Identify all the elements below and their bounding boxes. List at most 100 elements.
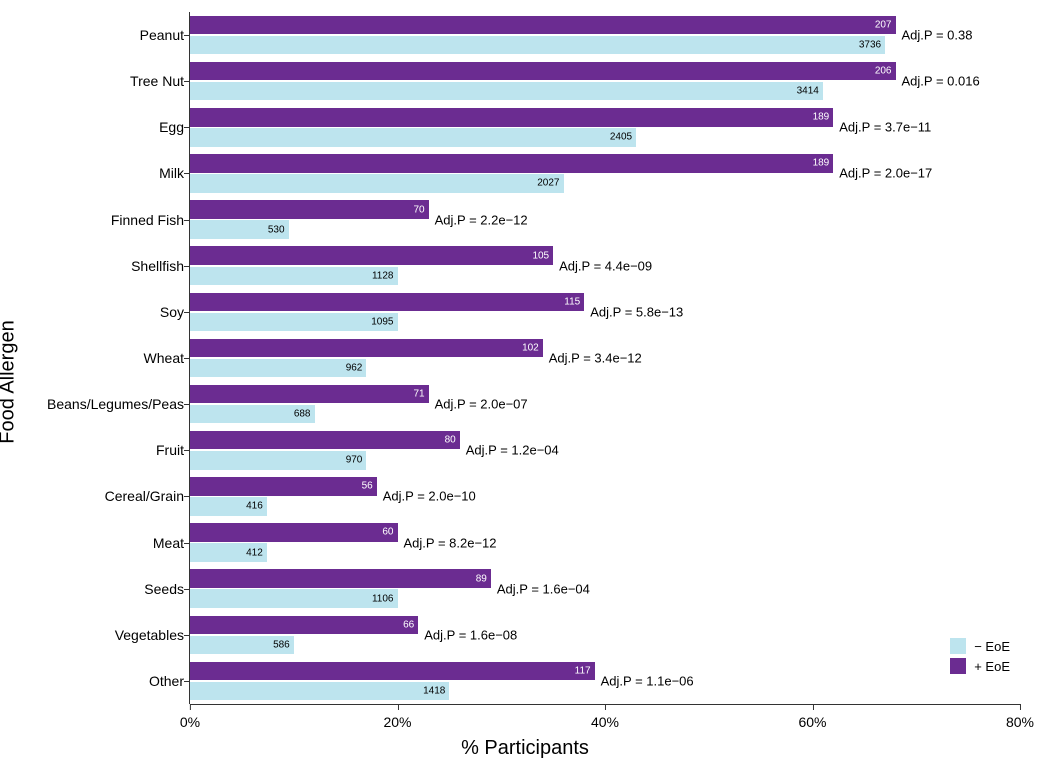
chart-container: Food Allergen % Participants Peanut207 37…: [0, 0, 1050, 764]
category-label: Fruit: [156, 442, 190, 458]
adjp-annotation: Adj.P = 3.7e−11: [839, 120, 931, 135]
legend-label: + EoE: [974, 659, 1010, 674]
bar-minus-eoe: 1106: [190, 589, 398, 607]
bar-pair: 56 416: [190, 476, 1020, 516]
category-label: Beans/Legumes/Peas: [47, 396, 190, 412]
category-label: Vegetables: [115, 627, 190, 643]
adjp-annotation: Adj.P = 0.016: [902, 74, 980, 89]
adjp-annotation: Adj.P = 4.4e−09: [559, 258, 652, 273]
category-label: Soy: [160, 304, 190, 320]
legend-label: − EoE: [974, 639, 1010, 654]
category-label: Other: [149, 673, 190, 689]
category-row: Vegetables66586Adj.P = 1.6e−08: [190, 612, 1020, 658]
bar-minus-eoe: 2405: [190, 128, 636, 146]
bar-plus-eoe: 66: [190, 616, 418, 634]
bar-pair: 66586: [190, 615, 1020, 655]
plot-area: Peanut2073736Adj.P = 0.38Tree Nut2063414…: [190, 12, 1020, 704]
bar-value-label: 2405: [610, 132, 632, 143]
category-row: Soy1151095Adj.P = 5.8e−13: [190, 289, 1020, 335]
bar-minus-eoe: 962: [190, 359, 366, 377]
category-label: Egg: [159, 119, 190, 135]
bar-minus-eoe: 586: [190, 636, 294, 654]
x-tick: 0%: [180, 704, 200, 730]
bar-pair: 70 530: [190, 200, 1020, 240]
bar-value-label: 80: [445, 435, 456, 446]
legend-swatch: [950, 638, 966, 654]
category-row: Shellfish1051128Adj.P = 4.4e−09: [190, 243, 1020, 289]
category-row: Wheat102962Adj.P = 3.4e−12: [190, 335, 1020, 381]
bar-value-label: 60: [382, 527, 393, 538]
category-label: Finned Fish: [111, 212, 190, 228]
category-row: Tree Nut2063414Adj.P = 0.016: [190, 58, 1020, 104]
category-row: Milk1892027Adj.P = 2.0e−17: [190, 150, 1020, 196]
category-row: Fruit80970Adj.P = 1.2e−04: [190, 427, 1020, 473]
bar-minus-eoe: 530: [190, 220, 289, 238]
bar-value-label: 102: [522, 342, 539, 353]
category-row: Beans/Legumes/Peas71688Adj.P = 2.0e−07: [190, 381, 1020, 427]
category-label: Wheat: [144, 350, 190, 366]
adjp-annotation: Adj.P = 1.6e−08: [424, 627, 517, 642]
adjp-annotation: Adj.P = 1.6e−04: [497, 581, 590, 596]
bar-plus-eoe: 56: [190, 477, 377, 495]
category-label: Seeds: [144, 581, 190, 597]
adjp-annotation: Adj.P = 2.0e−17: [839, 166, 932, 181]
bar-minus-eoe: 688: [190, 405, 315, 423]
x-tick: 80%: [1006, 704, 1034, 730]
category-row: Egg1892405Adj.P = 3.7e−11: [190, 104, 1020, 150]
category-row: Other1171418Adj.P = 1.1e−06: [190, 658, 1020, 704]
category-label: Peanut: [140, 27, 190, 43]
bar-pair: 71 688: [190, 384, 1020, 424]
bar-value-label: 89: [476, 573, 487, 584]
bar-plus-eoe: 117: [190, 662, 595, 680]
bar-plus-eoe: 207: [190, 16, 896, 34]
bar-plus-eoe: 189: [190, 154, 833, 172]
bar-value-label: 586: [273, 639, 290, 650]
category-label: Tree Nut: [130, 73, 190, 89]
bar-minus-eoe: 412: [190, 543, 267, 561]
category-label: Shellfish: [131, 258, 190, 274]
bar-plus-eoe: 80: [190, 431, 460, 449]
bar-plus-eoe: 189: [190, 108, 833, 126]
bar-pair: 2063414: [190, 61, 1020, 101]
adjp-annotation: Adj.P = 2.2e−12: [435, 212, 528, 227]
bar-plus-eoe: 71: [190, 385, 429, 403]
legend-item: + EoE: [950, 658, 1010, 674]
bar-minus-eoe: 2027: [190, 174, 564, 192]
bar-value-label: 117: [575, 665, 591, 676]
bar-value-label: 56: [362, 481, 373, 492]
x-tick: 20%: [383, 704, 411, 730]
bar-minus-eoe: 3736: [190, 36, 885, 54]
bar-value-label: 189: [813, 112, 830, 123]
category-row: Peanut2073736Adj.P = 0.38: [190, 12, 1020, 58]
x-tick: 60%: [798, 704, 826, 730]
bar-value-label: 1418: [423, 685, 445, 696]
adjp-annotation: Adj.P = 2.0e−07: [435, 397, 528, 412]
bar-pair: 60 412: [190, 522, 1020, 562]
bar-plus-eoe: 206: [190, 62, 896, 80]
category-row: Seeds891106Adj.P = 1.6e−04: [190, 566, 1020, 612]
bar-plus-eoe: 115: [190, 293, 584, 311]
bar-value-label: 71: [414, 389, 425, 400]
bar-value-label: 530: [268, 224, 285, 235]
category-label: Meat: [153, 535, 190, 551]
x-axis-title: % Participants: [0, 737, 1050, 760]
bar-plus-eoe: 102: [190, 339, 543, 357]
bar-value-label: 206: [875, 66, 892, 77]
category-label: Milk: [159, 165, 190, 181]
bar-rows: Peanut2073736Adj.P = 0.38Tree Nut2063414…: [190, 12, 1020, 704]
bar-pair: 89 1106: [190, 569, 1020, 609]
bar-value-label: 1095: [371, 316, 393, 327]
bar-value-label: 189: [813, 158, 830, 169]
legend-swatch: [950, 658, 966, 674]
category-row: Cereal/Grain56416Adj.P = 2.0e−10: [190, 473, 1020, 519]
bar-plus-eoe: 70: [190, 200, 429, 218]
y-axis-title: Food Allergen: [0, 320, 20, 443]
legend-item: − EoE: [950, 638, 1010, 654]
bar-value-label: 3736: [859, 40, 881, 51]
x-tick: 40%: [591, 704, 619, 730]
adjp-annotation: Adj.P = 8.2e−12: [404, 535, 497, 550]
bar-minus-eoe: 416: [190, 497, 267, 515]
bar-value-label: 416: [246, 501, 263, 512]
adjp-annotation: Adj.P = 2.0e−10: [383, 489, 476, 504]
bar-minus-eoe: 1095: [190, 313, 398, 331]
